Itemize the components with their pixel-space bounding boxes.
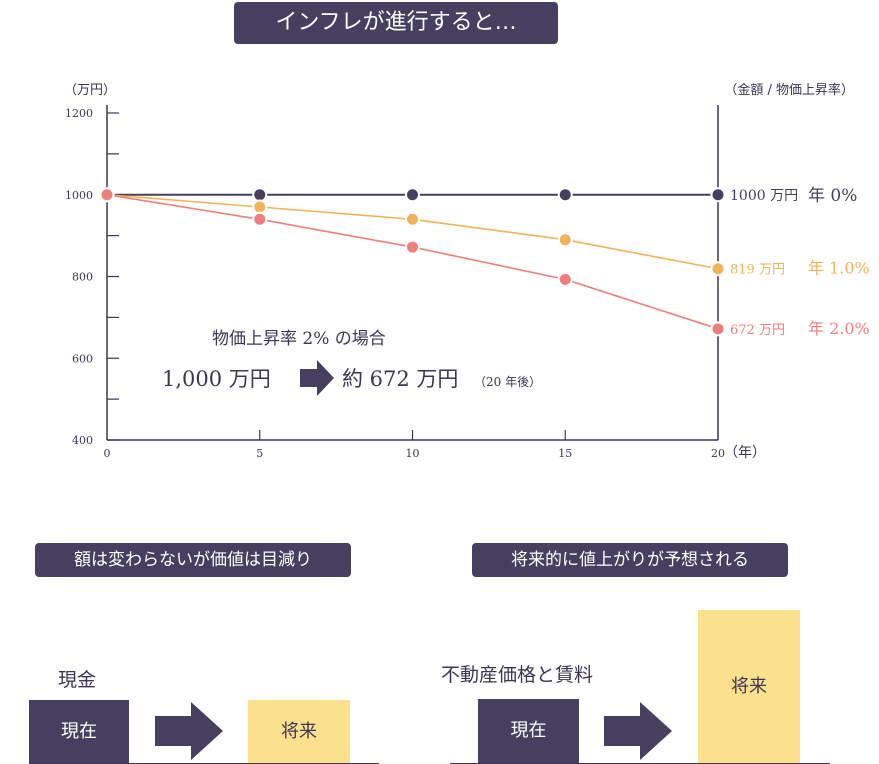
data-point — [710, 321, 726, 337]
right-axis-label: （金額 / 物価上昇率） — [724, 82, 854, 98]
cash-arrow-icon — [155, 702, 223, 760]
chart-series-points — [99, 187, 726, 337]
data-point — [405, 187, 420, 203]
data-point — [557, 187, 573, 203]
y-tick-label: 800 — [72, 271, 93, 284]
annotation-note: （20 年後） — [474, 375, 541, 389]
data-point — [405, 239, 420, 255]
cash-future-box: 将来 — [248, 700, 350, 763]
end-value-label: 819 万円 — [730, 263, 785, 278]
annotation-arrow-icon — [300, 360, 334, 396]
data-point — [252, 211, 268, 227]
realestate-arrow-icon — [604, 702, 672, 760]
data-point — [557, 232, 573, 248]
end-rate-label: 年 1.0% — [808, 259, 870, 278]
data-point — [710, 261, 726, 277]
end-rate-label: 年 2.0% — [808, 319, 870, 338]
x-tick-label: 5 — [256, 447, 263, 460]
annotation-title: 物価上昇率 2% の場合 — [212, 329, 386, 349]
chart-labels: 400 600 800 1000 1200 0 5 10 15 20 （万円） （年） （金額 / 物価… — [64, 82, 870, 461]
inflation-line-chart: 400 600 800 1000 1200 0 5 10 15 20 （万円） （年） （金額 / 物価… — [64, 82, 870, 461]
x-tick-label: 15 — [558, 447, 572, 460]
data-point — [557, 271, 573, 287]
left-panel-title: 額は変わらないが価値は目減り — [35, 543, 351, 577]
x-axis-label: （年） — [724, 445, 766, 461]
end-value-label: 672 万円 — [730, 323, 785, 338]
x-tick-label: 0 — [104, 447, 111, 460]
data-point — [99, 187, 115, 203]
data-point — [405, 211, 420, 227]
y-tick-label: 400 — [72, 434, 93, 447]
page-title: インフレが進行すると… — [234, 2, 558, 44]
data-point — [252, 199, 268, 215]
x-tick-label: 20 — [711, 447, 725, 460]
end-value-label: 1000 万円 — [730, 188, 798, 204]
y-axis-label: （万円） — [64, 83, 116, 98]
right-panel-title: 将来的に値上がりが予想される — [472, 543, 788, 577]
realestate-label: 不動産価格と賃料 — [441, 664, 594, 686]
cash-label: 現金 — [58, 669, 97, 691]
cash-now-box: 現在 — [29, 700, 129, 763]
series-line-1 — [106, 193, 719, 270]
realestate-now-box: 現在 — [478, 699, 579, 763]
end-rate-label: 年 0% — [808, 186, 857, 206]
y-tick-label: 1000 — [65, 189, 93, 202]
y-tick-label: 1200 — [65, 107, 93, 120]
realestate-future-box: 将来 — [698, 610, 800, 763]
data-point — [710, 187, 726, 203]
annotation-from: 1,000 万円 — [162, 367, 271, 391]
y-tick-label: 600 — [72, 352, 93, 365]
x-tick-label: 10 — [406, 447, 420, 460]
annotation-to: 約 672 万円 — [342, 367, 458, 391]
data-point — [252, 187, 268, 203]
